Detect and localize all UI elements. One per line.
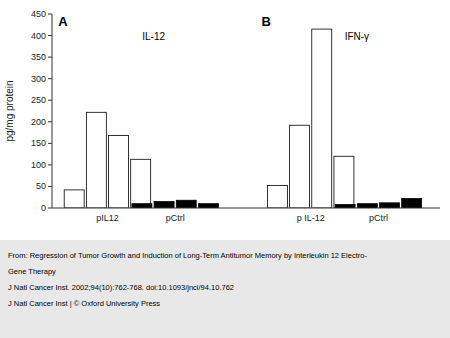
bar <box>357 204 377 208</box>
panel-label: B <box>261 14 270 29</box>
y-tick-label: 250 <box>31 95 46 105</box>
y-tick <box>48 100 52 101</box>
bar <box>86 112 106 208</box>
bar <box>198 204 218 208</box>
y-tick <box>48 186 52 187</box>
y-tick-label: 200 <box>31 117 46 127</box>
footer-text: J Natl Cancer Inst. 2002;94(10):762-768.… <box>8 283 234 292</box>
y-tick-label: 50 <box>36 181 46 191</box>
y-tick <box>48 164 52 165</box>
x-tick-label: p IL-12 <box>297 213 325 223</box>
bar <box>176 200 196 208</box>
y-tick <box>48 121 52 122</box>
y-tick <box>48 143 52 144</box>
bar <box>380 203 400 208</box>
bar <box>335 205 355 208</box>
y-tick <box>48 35 52 36</box>
y-tick-label: 300 <box>31 74 46 84</box>
footer-box <box>0 240 450 338</box>
bar <box>290 125 310 208</box>
bar <box>154 202 174 208</box>
y-tick-label: 100 <box>31 160 46 170</box>
y-tick <box>48 57 52 58</box>
panel-label: A <box>58 14 68 29</box>
y-tick-label: 450 <box>31 9 46 19</box>
bar <box>132 204 152 208</box>
annotation: IFN-γ <box>345 31 369 42</box>
bar <box>267 186 287 208</box>
x-tick-label: pCtrl <box>166 213 185 223</box>
bars <box>64 29 421 208</box>
chart: 0 50 100 150 200 250 300 350 400 450 pIL12 pCtrl p I… <box>0 0 450 338</box>
bar <box>334 156 354 208</box>
y-axis-label: pg/mg protein <box>4 80 15 141</box>
y-tick-label: 400 <box>31 31 46 41</box>
footer-text: From: Regression of Tumor Growth and Ind… <box>8 251 367 260</box>
bar <box>312 29 332 208</box>
y-tick <box>48 208 52 209</box>
annotation: IL-12 <box>142 31 165 42</box>
y-tick-label: 0 <box>41 203 46 213</box>
background <box>0 0 450 338</box>
y-tick-label: 150 <box>31 138 46 148</box>
y-axis-line <box>52 14 53 208</box>
footer-text: J Natl Cancer Inst | © Oxford University… <box>8 299 160 308</box>
bar <box>109 136 129 208</box>
footer-text: Gene Therapy <box>8 267 56 276</box>
x-tick-label: pCtrl <box>369 213 388 223</box>
y-tick <box>48 78 52 79</box>
bar <box>131 159 151 208</box>
bar <box>402 199 422 208</box>
y-tick-label: 350 <box>31 52 46 62</box>
x-axis-line <box>52 208 440 209</box>
y-tick <box>48 14 52 15</box>
bar <box>64 190 84 208</box>
x-tick-label: pIL12 <box>96 213 119 223</box>
